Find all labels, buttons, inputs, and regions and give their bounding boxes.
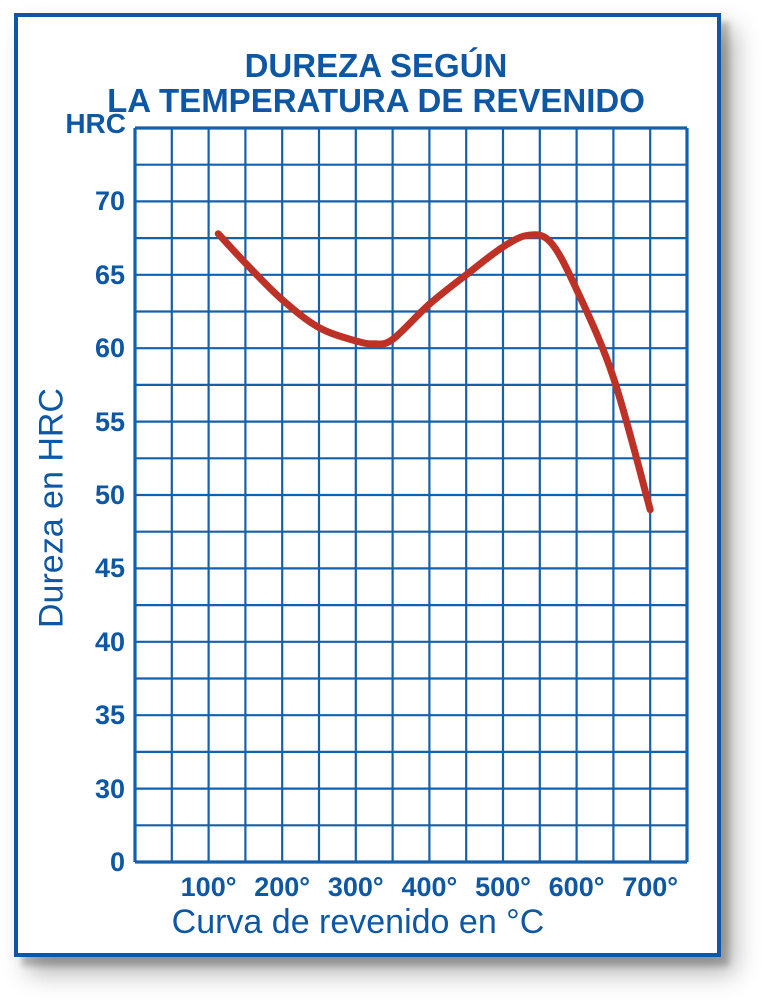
x-tick-label: 100° bbox=[180, 872, 237, 902]
chart-title-line2: LA TEMPERATURA DE REVENIDO bbox=[107, 82, 645, 119]
y-axis-title: Dureza en HRC bbox=[32, 388, 71, 628]
y-tick-label: 70 bbox=[94, 186, 125, 217]
y-axis-unit-label: HRC bbox=[65, 108, 126, 139]
x-axis-title: Curva de revenido en °C bbox=[171, 903, 545, 941]
x-tick-label: 500° bbox=[475, 872, 531, 902]
hardness-curve bbox=[214, 230, 654, 514]
chart-card: DUREZA SEGÚN LA TEMPERATURA DE REVENIDO bbox=[14, 13, 721, 957]
y-tick-label: 30 bbox=[94, 773, 125, 804]
x-tick-label: 400° bbox=[401, 872, 458, 902]
x-tick-label: 700° bbox=[622, 872, 679, 902]
y-tick-label: 50 bbox=[94, 480, 125, 510]
chart-plot-area bbox=[133, 126, 689, 864]
y-tick-label: 65 bbox=[94, 259, 125, 290]
x-tick-label: 600° bbox=[548, 872, 605, 902]
y-tick-label: 40 bbox=[94, 626, 125, 657]
y-tick-label: 0 bbox=[109, 847, 125, 877]
y-tick-label: 35 bbox=[94, 700, 125, 731]
y-tick-label: 45 bbox=[94, 553, 125, 584]
chart-title-line1: DUREZA SEGÚN bbox=[244, 47, 508, 84]
chart-title: DUREZA SEGÚN LA TEMPERATURA DE REVENIDO bbox=[56, 48, 696, 118]
y-tick-label: 55 bbox=[94, 406, 125, 437]
x-tick-label: 200° bbox=[254, 872, 311, 902]
y-tick-label: 60 bbox=[94, 333, 125, 364]
x-tick-label: 300° bbox=[327, 872, 384, 902]
